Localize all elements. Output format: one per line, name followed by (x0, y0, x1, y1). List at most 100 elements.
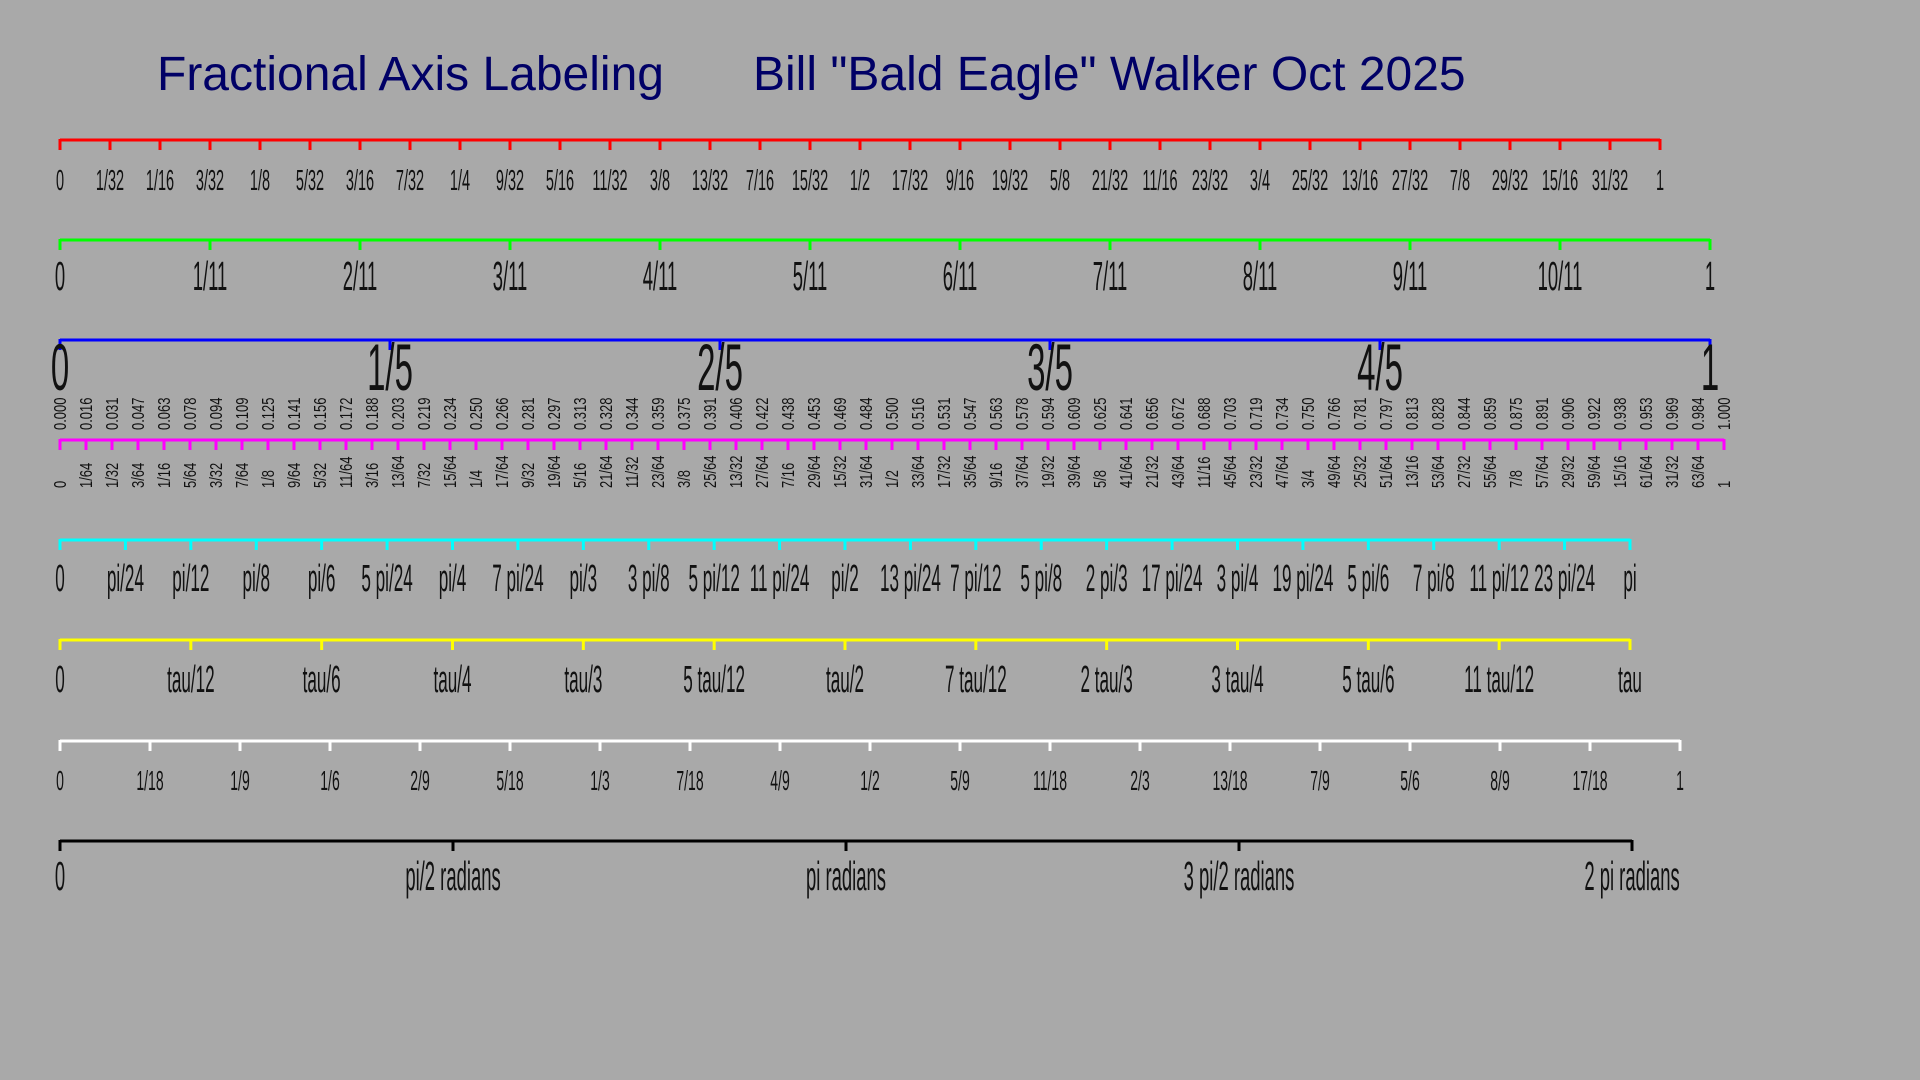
tick-label: 1 (1705, 253, 1715, 299)
decimal-label: 0.063 (155, 397, 175, 430)
tick-label: 7/32 (415, 463, 435, 488)
tick-label: 5 tau/12 (683, 658, 745, 701)
decimal-label: 0.406 (727, 397, 747, 430)
tick-label: 1/8 (259, 470, 279, 488)
tick-label: 19/32 (1039, 456, 1059, 488)
tick-label: 27/32 (1455, 456, 1475, 488)
tick-label: 21/64 (597, 455, 617, 488)
tick-label: 11/16 (1142, 163, 1177, 196)
tick-label: 0 (56, 163, 64, 196)
tick-label: tau/4 (433, 658, 471, 701)
decimal-label: 0.250 (467, 397, 487, 430)
tick-label: 15/64 (441, 455, 461, 488)
tick-label: 59/64 (1585, 455, 1605, 488)
decimal-label: 0.391 (701, 398, 721, 430)
tick-label: 5/11 (793, 253, 828, 299)
tick-label: 53/64 (1429, 455, 1449, 488)
tick-label: 63/64 (1689, 455, 1709, 488)
decimal-label: 0.578 (1013, 397, 1033, 430)
decimal-label: 0.609 (1065, 398, 1085, 430)
tick-label: 21/32 (1143, 456, 1163, 488)
tick-label: 9/16 (987, 463, 1007, 488)
tick-label: pi/2 (831, 557, 859, 600)
tick-label: 3/4 (1299, 470, 1319, 488)
tick-label: 1/8 (250, 163, 270, 196)
tick-label: pi/12 (172, 557, 209, 600)
tick-label: 45/64 (1221, 455, 1241, 488)
tick-label: 3/4 (1250, 163, 1270, 196)
decimal-label: 0.234 (441, 397, 461, 430)
tick-label: 25/64 (701, 455, 721, 488)
tick-label: 1 (1715, 481, 1735, 488)
tick-label: 5 pi/12 (689, 557, 740, 600)
tick-label: 1/64 (77, 463, 97, 488)
tick-label: 15/32 (792, 163, 828, 196)
tick-label: 1/18 (136, 765, 163, 797)
decimal-label: 0.375 (675, 397, 695, 430)
tick-label: 17/32 (892, 163, 928, 196)
tick-label: 3/8 (650, 163, 670, 196)
decimal-label: 0.906 (1559, 397, 1579, 430)
tick-label: 27/32 (1392, 163, 1428, 196)
tick-label: 7/64 (233, 463, 253, 488)
decimal-label: 0.719 (1247, 398, 1267, 430)
decimal-label: 0.547 (961, 398, 981, 430)
tick-label: 13/16 (1342, 163, 1378, 196)
decimal-label: 0.859 (1481, 398, 1501, 430)
tick-label: 13/16 (1403, 455, 1423, 488)
tick-label: 1/4 (450, 163, 470, 196)
tick-label: 13/32 (727, 456, 747, 488)
tick-label: 19/64 (545, 455, 565, 488)
tick-label: 3/5 (1027, 332, 1073, 405)
decimal-label: 0.813 (1403, 397, 1423, 430)
tick-label: 1/2 (850, 163, 870, 196)
decimal-label: 0.000 (51, 397, 71, 430)
tick-label: 5/8 (1050, 163, 1070, 196)
tick-label: pi/4 (439, 557, 467, 600)
decimal-label: 0.109 (233, 398, 253, 430)
tick-label: pi/8 (242, 557, 270, 600)
decimal-label: 0.203 (389, 397, 409, 430)
decimal-label: 0.156 (311, 397, 331, 430)
tick-label: 17/18 (1572, 765, 1607, 797)
tick-label: 1/2 (860, 765, 879, 797)
decimal-label: 0.703 (1221, 397, 1241, 430)
decimal-label: 0.672 (1169, 398, 1189, 430)
tick-label: 29/64 (805, 455, 825, 488)
tick-label: 17/64 (493, 455, 513, 488)
decimal-label: 0.516 (909, 397, 929, 430)
tick-label: 5/6 (1400, 765, 1419, 797)
tick-label: 11/32 (592, 163, 627, 196)
decimal-label: 0.922 (1585, 398, 1605, 430)
tick-label: 23/32 (1192, 163, 1228, 196)
tick-label: 1/9 (230, 765, 249, 797)
decimal-label: 0.641 (1117, 398, 1137, 430)
decimal-label: 0.313 (571, 397, 591, 430)
tick-label: 1/3 (590, 765, 609, 797)
tick-label: 61/64 (1637, 455, 1657, 488)
tick-label: 5/18 (496, 765, 523, 797)
tick-label: 1/32 (103, 463, 123, 488)
tick-label: 5 pi/24 (361, 557, 412, 600)
axes-group: 0 1/32 1/16 3/32 1/8 5/32 3/16 7/32 1/4 9/32 5/16 1… (51, 138, 1735, 899)
tick-label: 4/9 (770, 765, 789, 797)
tick-label: 0 (55, 557, 65, 600)
tick-label: 3/8 (675, 470, 695, 488)
decimal-label: 0.469 (831, 398, 851, 430)
tick-label: 23 pi/24 (1534, 557, 1595, 600)
decimal-label: 0.094 (207, 397, 227, 430)
tick-label: 15/16 (1611, 455, 1631, 488)
tick-label: 5/8 (1091, 470, 1111, 488)
tick-label: 1 (1676, 765, 1684, 797)
tick-label: 57/64 (1533, 455, 1553, 488)
tick-label: 31/32 (1592, 163, 1628, 196)
tick-label: 7 pi/8 (1413, 557, 1455, 600)
tick-label: 51/64 (1377, 455, 1397, 488)
decimal-label: 0.438 (779, 397, 799, 430)
tick-label: tau/6 (303, 658, 341, 701)
decimal-label: 0.531 (935, 398, 955, 430)
tick-label: 1/16 (146, 163, 174, 196)
axis-3: 0 1/5 2/5 3/5 4/5 1 (51, 332, 1719, 405)
tick-label: 2/5 (697, 332, 743, 405)
decimal-label: 0.891 (1533, 398, 1553, 430)
